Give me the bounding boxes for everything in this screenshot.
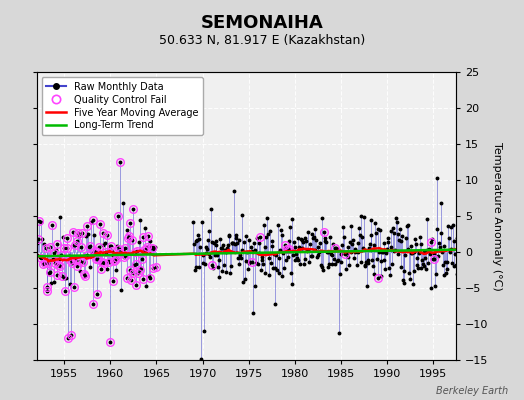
Text: 50.633 N, 81.917 E (Kazakhstan): 50.633 N, 81.917 E (Kazakhstan): [159, 34, 365, 47]
Y-axis label: Temperature Anomaly (°C): Temperature Anomaly (°C): [492, 142, 502, 290]
Text: SEMONAIHA: SEMONAIHA: [201, 14, 323, 32]
Text: Berkeley Earth: Berkeley Earth: [436, 386, 508, 396]
Legend: Raw Monthly Data, Quality Control Fail, Five Year Moving Average, Long-Term Tren: Raw Monthly Data, Quality Control Fail, …: [41, 77, 203, 135]
